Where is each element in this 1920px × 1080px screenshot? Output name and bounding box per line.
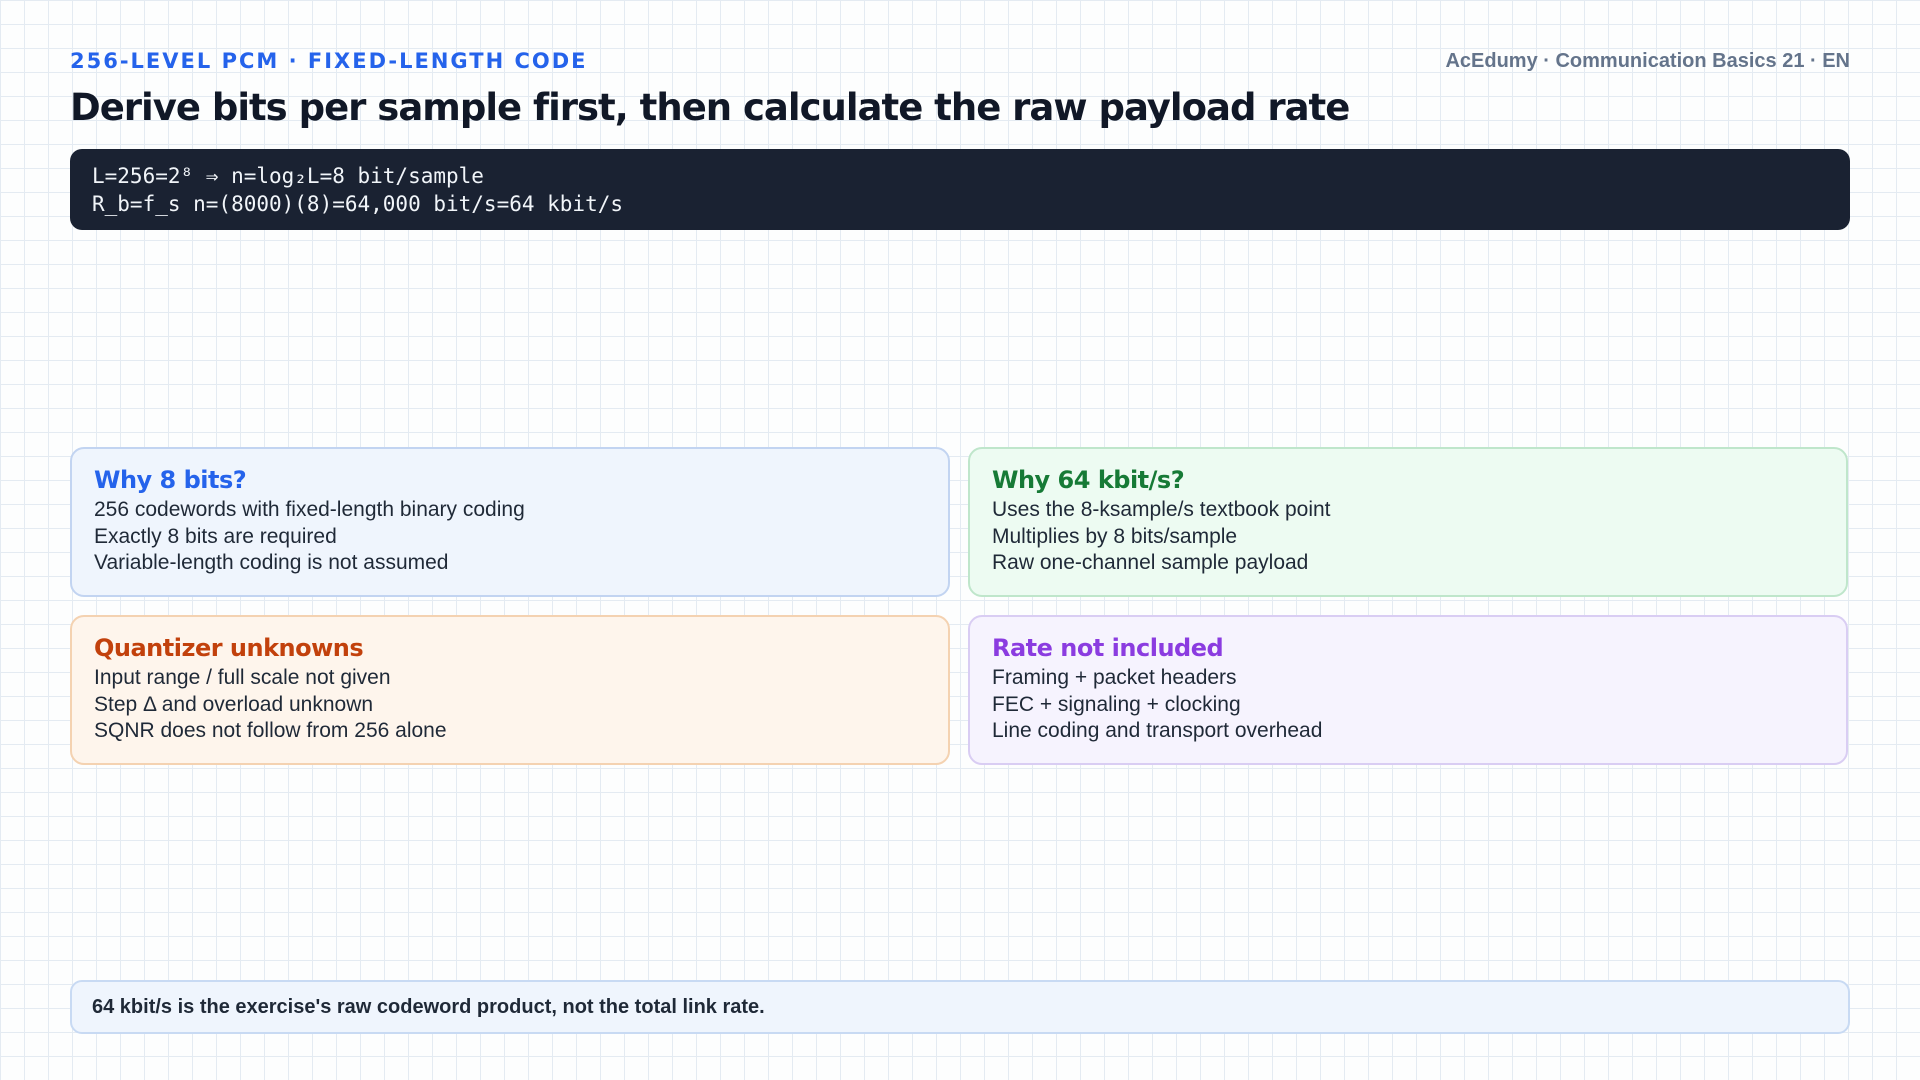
course-brand: AcEdumy · Communication Basics 21 · EN <box>1445 50 1850 72</box>
card-line: Line coding and transport overhead <box>992 719 1323 742</box>
card-line: Step Δ and overload unknown <box>94 692 374 716</box>
card-line: Uses the 8-ksample/s textbook point <box>992 498 1331 521</box>
formula-line-rate: R_b=f_s n=(8000)(8)=64,000 bit/s=64 kbit… <box>92 192 624 216</box>
card-why-64-kbits: Why 64 kbit/s? Uses the 8-ksample/s text… <box>968 447 1848 597</box>
page-title: Derive bits per sample first, then calcu… <box>70 86 1350 129</box>
card-title: Quantizer unknowns <box>94 634 364 662</box>
card-title: Rate not included <box>992 634 1224 662</box>
card-rate-not-included: Rate not included Framing + packet heade… <box>968 615 1848 765</box>
card-line: Input range / full scale not given <box>94 666 391 689</box>
card-line: Variable-length coding is not assumed <box>94 551 449 574</box>
section-kicker: 256-LEVEL PCM · FIXED-LENGTH CODE <box>70 49 588 73</box>
card-line: Multiplies by 8 bits/sample <box>992 524 1238 548</box>
card-line: SQNR does not follow from 256 alone <box>94 719 447 742</box>
card-quantizer-unknowns: Quantizer unknowns Input range / full sc… <box>70 615 950 765</box>
formula-line-bits: L=256=2⁸ ⇒ n=log₂L=8 bit/sample <box>92 164 484 188</box>
card-line: FEC + signaling + clocking <box>992 692 1241 716</box>
card-why-8-bits: Why 8 bits? 256 codewords with fixed-len… <box>70 447 950 597</box>
card-title: Why 8 bits? <box>94 466 247 494</box>
card-line: Exactly 8 bits are required <box>94 524 337 548</box>
card-title: Why 64 kbit/s? <box>992 466 1185 494</box>
formula-box: L=256=2⁸ ⇒ n=log₂L=8 bit/sample R_b=f_s … <box>70 149 1850 230</box>
card-line: Framing + packet headers <box>992 666 1237 689</box>
footer-note: 64 kbit/s is the exercise's raw codeword… <box>70 980 1850 1034</box>
card-line: Raw one-channel sample payload <box>992 551 1309 574</box>
card-line: 256 codewords with fixed-length binary c… <box>94 498 525 521</box>
